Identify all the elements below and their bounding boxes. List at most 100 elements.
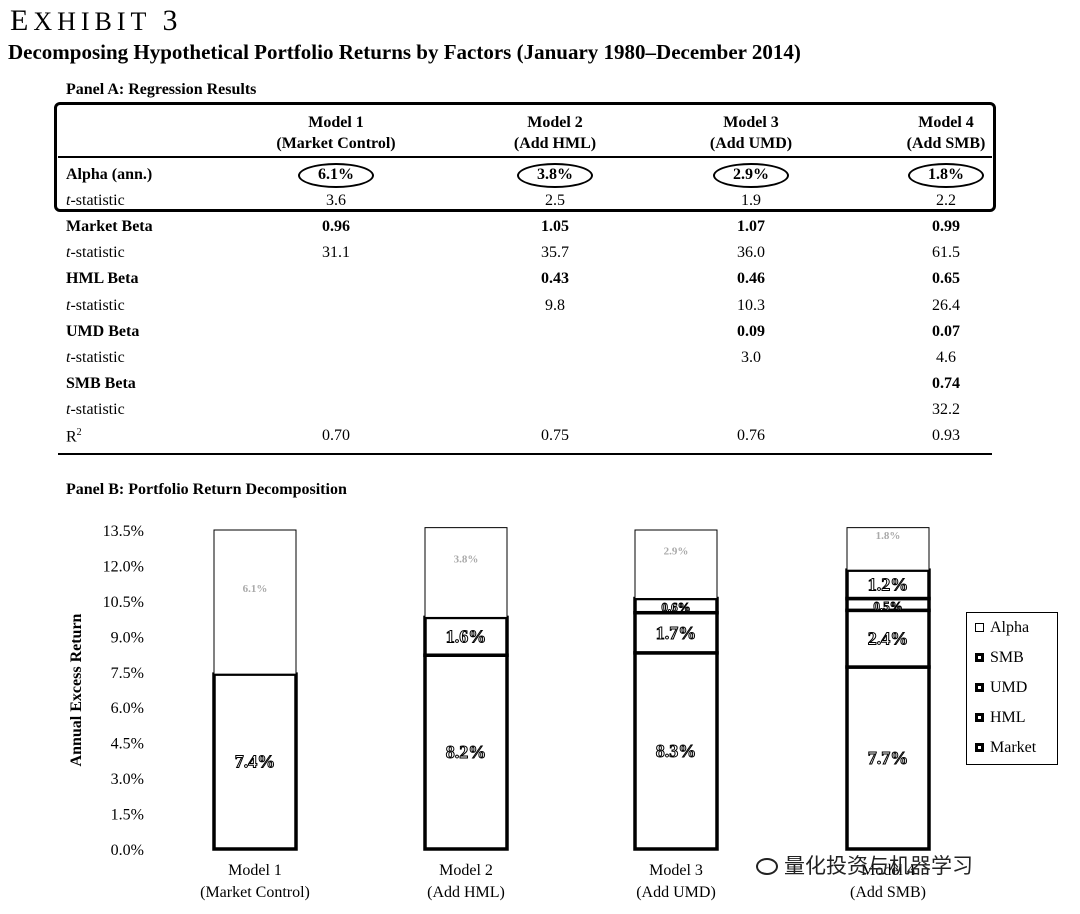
y-tick-label: 6.0% [111,700,144,717]
table-header-rule [58,156,992,158]
bar-alpha [634,529,718,600]
legend-swatch [975,683,984,692]
y-tick-label: 10.5% [103,594,144,611]
y-axis-label: Annual Excess Return [68,613,85,766]
data-label: 0.6% [661,600,690,615]
table-cell: 0.96 [322,218,350,236]
data-label: 3.8% [454,554,479,566]
table-cell: 35.7 [541,244,569,262]
y-tick-label: 1.5% [111,807,144,824]
data-label: 1.2% [868,574,909,594]
legend-item-umd: UMD [975,679,1027,697]
bar-alpha [846,527,930,571]
data-label: 8.2% [446,742,487,762]
table-cell: 10.3 [737,296,765,314]
y-tick-label: 12.0% [103,558,144,575]
model-header-2: Model 2 (Add HML) [513,114,597,152]
row-label: HML Beta [66,270,139,288]
legend-item-hml: HML [975,709,1026,727]
legend-swatch [975,653,984,662]
data-label: 2.4% [868,629,909,649]
row-label: t-statistic [66,296,125,314]
data-label: 2.9% [664,545,689,557]
bar-alpha [424,527,508,618]
bar-market [845,665,931,851]
bar-smb [845,568,931,601]
x-tick-label: Model 1 [228,862,282,879]
data-label: 1.7% [656,623,697,643]
alpha-highlight-ellipse [517,163,593,188]
alpha-highlight-ellipse [713,163,789,188]
y-tick-label: 3.0% [111,771,144,788]
legend-swatch [975,713,984,722]
x-tick-sublabel: (Market Control) [200,884,310,901]
data-label: 1.8% [876,530,901,542]
y-tick-label: 13.5% [103,523,144,540]
legend-item-market: Market [975,739,1036,757]
model-header-1: Model 1 (Market Control) [276,114,396,152]
table-cell: 31.1 [322,244,350,262]
table-cell: 0.76 [737,427,765,444]
model-header-4: Model 4 (Add SMB) [906,114,986,152]
legend-item-smb: SMB [975,649,1024,667]
x-tick-label: Model 4 [861,862,915,879]
row-label: t-statistic [66,400,125,418]
table-cell: 9.8 [545,296,565,314]
data-label: 7.4% [235,752,276,772]
table-cell: 4.6 [936,348,956,366]
table-cell: 0.75 [541,427,569,444]
alpha-highlight-ellipse [908,163,984,188]
table-cell: 2.5 [545,192,565,210]
bar-alpha [213,529,297,675]
legend-item-alpha: Alpha [975,619,1029,637]
model-header-3: Model 3 (Add UMD) [709,114,793,152]
data-label: 8.3% [656,741,697,761]
y-tick-label: 0.0% [111,842,144,859]
exhibit-number: EXHIBIT 3 [10,4,183,37]
table-bottom-rule [58,453,992,455]
wechat-icon [756,858,778,875]
row-label: t-statistic [66,348,125,366]
table-cell: 0.43 [541,270,569,288]
data-label: 6.1% [243,583,268,595]
table-cell: 61.5 [932,244,960,262]
table-cell: 0.74 [932,374,960,392]
table-cell: 3.0 [741,348,761,366]
table-cell: 2.2 [936,192,956,210]
watermark: 量化投资与机器学习 [756,850,973,880]
chart-legend: Alpha SMB UMD HML Market [966,612,1058,765]
table-cell: 32.2 [932,400,960,418]
y-tick-label: 9.0% [111,629,144,646]
table-cell: 0.99 [932,218,960,236]
alpha-highlight-ellipse [298,163,374,188]
table-cell: 1.07 [737,218,765,236]
data-label: 0.5% [873,598,902,613]
table-cell: 0.65 [932,270,960,288]
bar-hml [423,615,509,657]
y-tick-label: 4.5% [111,736,144,753]
table-cell: 0.09 [737,322,765,340]
row-label: R2 [66,427,82,446]
row-label: t-statistic [66,244,125,262]
x-tick-sublabel: (Add SMB) [850,884,926,901]
data-label: 1.6% [446,626,487,646]
table-cell: 0.70 [322,427,350,444]
x-tick-label: Model 3 [649,862,703,879]
table-cell: 36.0 [737,244,765,262]
x-tick-label: Model 2 [439,862,493,879]
row-label: Market Beta [66,218,153,236]
x-tick-sublabel: (Add HML) [427,884,505,901]
table-cell: 26.4 [932,296,960,314]
legend-swatch [975,623,984,632]
panel-a-label: Panel A: Regression Results [66,81,257,98]
bar-market [423,653,509,851]
row-label: Alpha (ann.) [66,166,153,183]
table-cell: 1.9 [741,192,761,210]
y-tick-label: 7.5% [111,665,144,682]
table-cell: 0.93 [932,427,960,444]
x-tick-sublabel: (Add UMD) [636,884,716,901]
highlight-box [54,102,996,212]
legend-swatch [975,743,984,752]
table-cell: 3.6 [326,192,346,210]
